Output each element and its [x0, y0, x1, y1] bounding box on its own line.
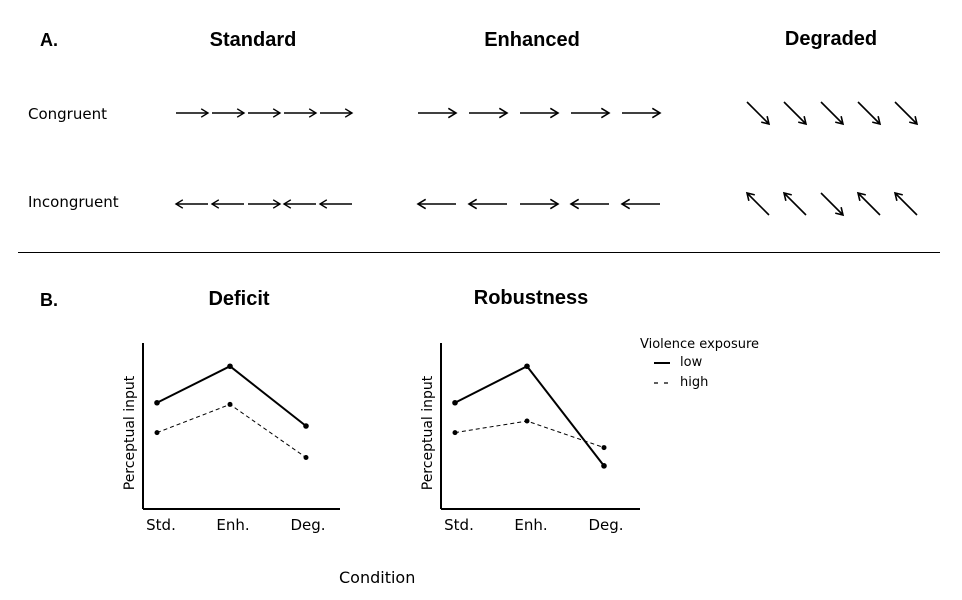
- right-arrow-icon: [520, 198, 560, 210]
- right-arrow-icon: [469, 107, 509, 119]
- right-arrow-icon: [418, 107, 458, 119]
- panel-divider: [18, 252, 940, 253]
- left-arrow-icon: [416, 198, 456, 210]
- down-right-arrow-icon: [894, 101, 919, 126]
- legend-item-low: low: [680, 355, 703, 370]
- left-arrow-icon: [282, 199, 316, 209]
- left-arrow-icon: [210, 199, 244, 209]
- right-arrow-icon: [176, 108, 210, 118]
- right-arrow-icon: [212, 108, 246, 118]
- left-arrow-icon: [569, 198, 609, 210]
- panel-b-label: B.: [40, 290, 58, 310]
- right-arrow-icon: [248, 108, 282, 118]
- right-arrow-icon: [320, 108, 354, 118]
- legend-swatches: [654, 362, 670, 384]
- tick-label: Enh.: [514, 516, 548, 534]
- chart-title-deficit: Deficit: [208, 288, 270, 310]
- up-left-arrow-icon: [856, 191, 881, 216]
- tick-label: Enh.: [216, 516, 250, 534]
- legend-title: Violence exposure: [640, 337, 760, 352]
- up-left-arrow-icon: [745, 191, 770, 216]
- data-point-low: [303, 423, 309, 429]
- legend-item-high: high: [680, 375, 709, 390]
- down-right-arrow-icon: [820, 192, 845, 217]
- right-arrow-icon: [622, 107, 662, 119]
- series-line-high: [156, 403, 307, 458]
- down-right-arrow-icon: [820, 101, 845, 126]
- down-right-arrow-icon: [857, 101, 882, 126]
- data-point-low: [452, 399, 458, 406]
- column-title-standard: Standard: [209, 29, 297, 51]
- tick-label: Deg.: [290, 516, 326, 534]
- down-right-arrow-icon: [783, 101, 808, 126]
- tick-label: Std.: [444, 516, 474, 534]
- left-arrow-icon: [174, 199, 208, 209]
- tick-label: Deg.: [588, 516, 624, 534]
- down-right-arrow-icon: [746, 101, 771, 126]
- column-title-enhanced: Enhanced: [484, 29, 580, 51]
- series-line-low: [454, 364, 605, 467]
- data-point-low: [601, 463, 607, 469]
- chart-deficit: [142, 343, 340, 510]
- data-point-low: [524, 363, 530, 370]
- data-point-low: [227, 363, 233, 370]
- right-arrow-icon: [571, 107, 611, 119]
- column-title-degraded: Degraded: [784, 28, 878, 50]
- row-label-congruent: Congruent: [28, 105, 107, 123]
- tick-label: Std.: [146, 516, 176, 534]
- data-point-high: [227, 401, 233, 407]
- right-arrow-icon: [248, 199, 282, 209]
- row-label-incongruent: Incongruent: [28, 193, 119, 211]
- chart-title-robustness: Robustness: [473, 287, 589, 309]
- left-arrow-icon: [467, 198, 507, 210]
- left-arrow-icon: [318, 199, 352, 209]
- left-arrow-icon: [620, 198, 660, 210]
- chart-robustness: [440, 343, 640, 510]
- up-left-arrow-icon: [893, 191, 918, 216]
- panel-a-label: A.: [40, 30, 58, 50]
- data-point-low: [154, 399, 160, 406]
- data-point-high: [601, 445, 607, 451]
- data-point-high: [452, 430, 458, 436]
- right-arrow-icon: [284, 108, 318, 118]
- up-left-arrow-icon: [782, 191, 807, 216]
- data-point-high: [303, 455, 309, 461]
- series-line-low: [156, 365, 307, 427]
- right-arrow-icon: [520, 107, 560, 119]
- data-point-high: [524, 418, 530, 424]
- x-axis-common-label: Condition: [339, 568, 416, 587]
- data-point-high: [154, 430, 160, 436]
- series-line-high: [454, 420, 605, 449]
